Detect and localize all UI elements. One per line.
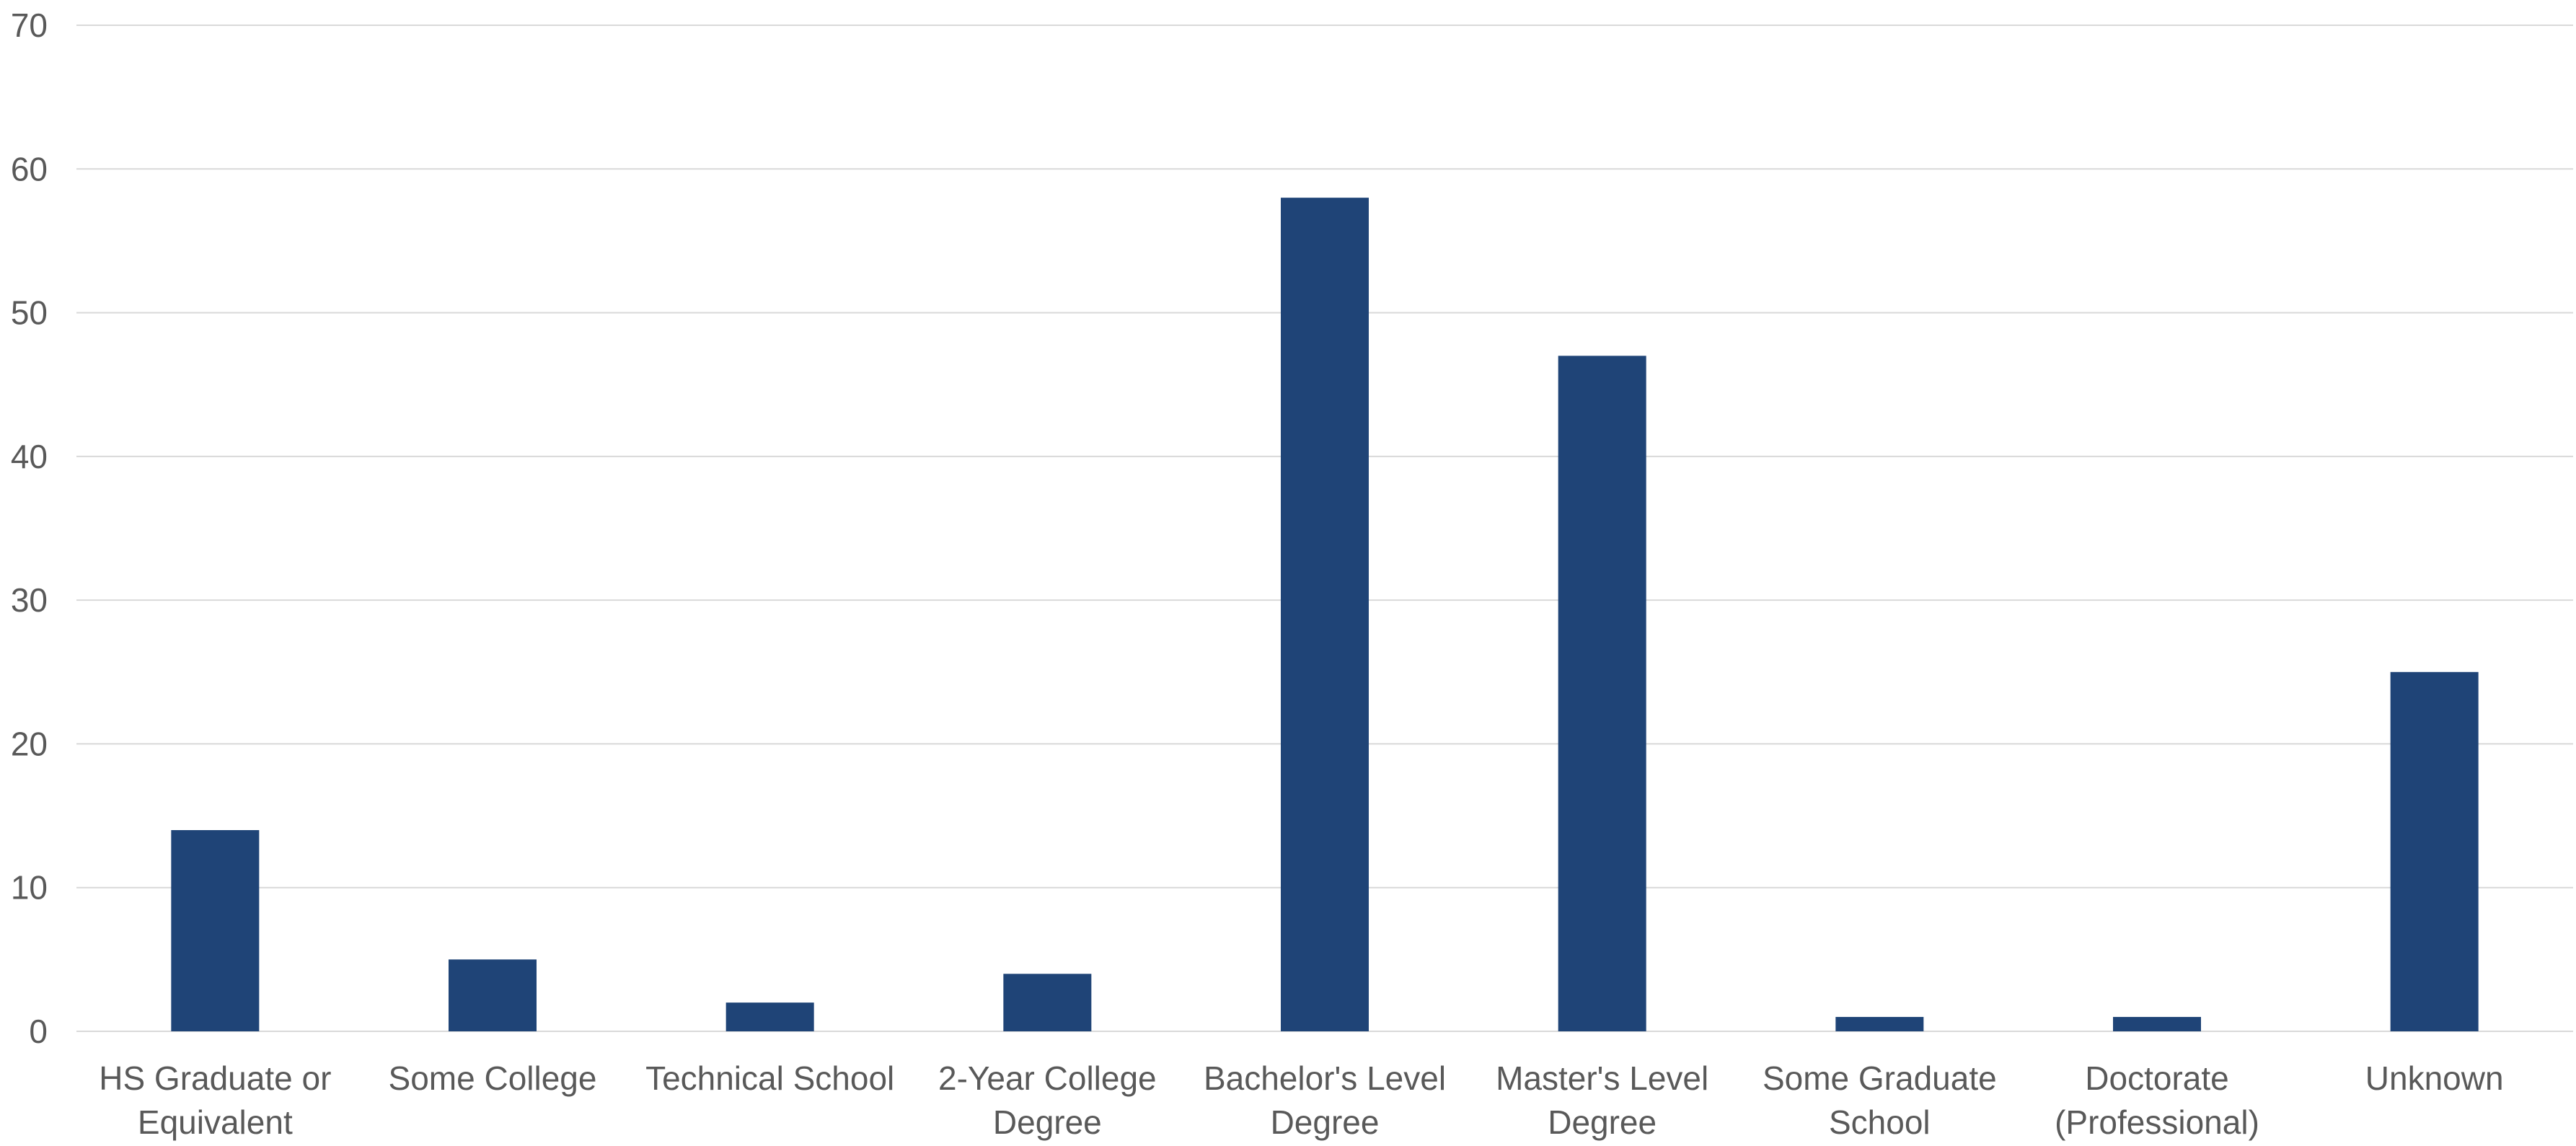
x-tick-label: Master's Level Degree [1496,1059,1708,1141]
y-tick-label: 60 [11,150,48,188]
x-axis-labels: HS Graduate or Equivalent Some College Tech… [99,1059,2503,1141]
y-tick-label: 70 [11,6,48,44]
x-tick-label-line: HS Graduate or [99,1059,331,1097]
bars [171,198,2479,1032]
x-tick-label: Some Graduate School [1763,1059,1997,1141]
y-tick-label: 20 [11,725,48,762]
x-tick-label-line: Technical School [645,1059,894,1097]
x-tick-label: HS Graduate or Equivalent [99,1059,331,1141]
bar [1835,1017,1924,1031]
x-tick-label-line: Doctorate [2085,1059,2228,1097]
x-tick-label-line: Some Graduate [1763,1059,1997,1097]
x-tick-label-line: Equivalent [138,1103,293,1141]
y-tick-label: 10 [11,869,48,907]
bar [1281,198,1369,1032]
bar [2113,1017,2201,1031]
x-tick-label-line: Bachelor's Level [1204,1059,1446,1097]
y-axis-ticks: 0 10 20 30 40 50 60 70 [11,6,48,1050]
bar [449,959,537,1031]
bar [2390,671,2479,1031]
bar [1003,974,1092,1031]
x-tick-label: Technical School [645,1059,894,1097]
bar [1558,356,1646,1031]
x-tick-label-line: Degree [993,1103,1102,1141]
bar [725,1002,814,1031]
x-tick-label: Doctorate (Professional) [2055,1059,2259,1141]
x-tick-label: Some College [389,1059,597,1097]
x-tick-label-line: Degree [1271,1103,1380,1141]
x-tick-label: 2-Year College Degree [938,1059,1157,1141]
y-tick-label: 30 [11,581,48,619]
bar [171,830,260,1031]
y-tick-label: 0 [29,1013,48,1050]
x-tick-label-line: (Professional) [2055,1103,2259,1141]
x-tick-label-line: Master's Level [1496,1059,1708,1097]
x-tick-label-line: Some College [389,1059,597,1097]
x-tick-label-line: School [1829,1103,1931,1141]
x-tick-label-line: 2-Year College [938,1059,1157,1097]
x-tick-label-line: Degree [1548,1103,1657,1141]
x-tick-label: Unknown [2365,1059,2504,1097]
x-tick-label: Bachelor's Level Degree [1204,1059,1446,1141]
x-tick-label-line: Unknown [2365,1059,2504,1097]
y-tick-label: 40 [11,438,48,475]
y-tick-label: 50 [11,294,48,332]
